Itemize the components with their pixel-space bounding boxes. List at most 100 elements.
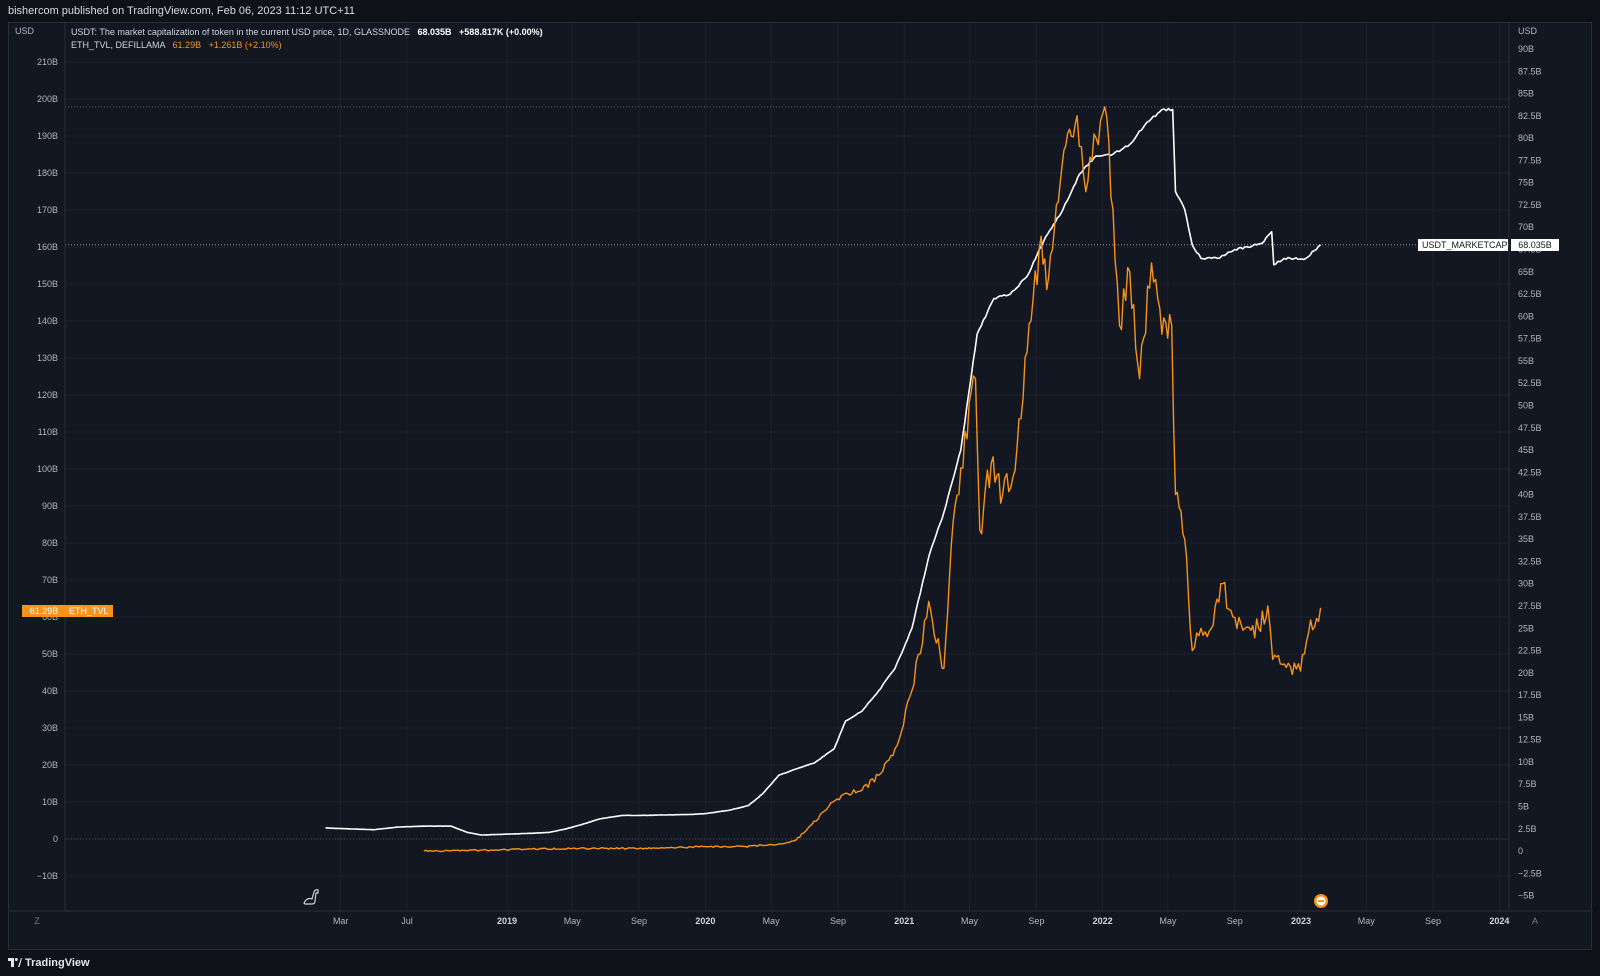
left-tick-label: 160B [37, 242, 58, 252]
left-tick-label: 200B [37, 94, 58, 104]
right-tick-label: 32.5B [1518, 556, 1542, 566]
right-tick-label: 10B [1518, 757, 1534, 767]
right-tick-label: −2.5B [1518, 868, 1542, 878]
eth-name-text: ETH_TVL [69, 606, 109, 616]
time-tick-label: Sep [631, 916, 647, 926]
chart-frame[interactable]: 210B 200B 190B 180B 170B 160B 150B 140B 130B 120B… [8, 22, 1593, 951]
right-tick-label: 57.5B [1518, 334, 1542, 344]
footer: TradingView [0, 950, 1600, 976]
right-tick-label: 45B [1518, 445, 1534, 455]
time-tick-label: 2019 [497, 916, 517, 926]
eth-legend[interactable]: ETH_TVL, DEFILLAMA 61.29B +1.261B (+2.10… [71, 40, 282, 50]
left-tick-label: 100B [37, 464, 58, 474]
left-tick-label: 0 [53, 834, 58, 844]
right-tick-label: 7.5B [1518, 779, 1537, 789]
eth-price-label: 61.29B ETH_TVL [22, 605, 113, 617]
left-tick-label: 90B [42, 501, 58, 511]
right-tick-label: 40B [1518, 490, 1534, 500]
time-tick-label: Sep [1425, 916, 1441, 926]
published-header: bishercom published on TradingView.com, … [0, 0, 1600, 22]
left-unit-label: USD [15, 26, 35, 36]
left-tick-label: 70B [42, 575, 58, 585]
right-tick-label: 2.5B [1518, 824, 1537, 834]
usdt-name-box [1418, 239, 1508, 251]
usdt-legend[interactable]: USDT: The market capitalization of token… [71, 27, 543, 37]
left-tick-label: 30B [42, 723, 58, 733]
left-tick-label: 190B [37, 131, 58, 141]
time-tick-label: May [763, 916, 781, 926]
left-tick-label: 150B [37, 279, 58, 289]
right-tick-label: 52.5B [1518, 378, 1542, 388]
left-tick-label: 10B [42, 797, 58, 807]
left-price-axis: 210B 200B 190B 180B 170B 160B 150B 140B 130B 120B… [37, 57, 58, 881]
right-tick-label: 55B [1518, 356, 1534, 366]
left-tick-label: 120B [37, 390, 58, 400]
right-tick-label: 35B [1518, 534, 1534, 544]
eth-legend-value: 61.29B [173, 40, 202, 50]
eth-legend-change: +1.261B (+2.10%) [209, 40, 282, 50]
left-tick-label: 180B [37, 168, 58, 178]
auto-scale-a-button[interactable]: A [1532, 916, 1538, 926]
usdt-name-text: USDT_MARKETCAP [1422, 240, 1508, 250]
left-tick-label: 40B [42, 686, 58, 696]
right-tick-label: 60B [1518, 311, 1534, 321]
right-tick-label: 80B [1518, 133, 1534, 143]
right-tick-label: 70B [1518, 222, 1534, 232]
usdt-marketcap-series-line[interactable] [325, 107, 1322, 836]
right-tick-label: −5B [1518, 891, 1534, 901]
usdt-price-box [1511, 239, 1559, 251]
right-tick-label: 15B [1518, 712, 1534, 722]
eth-legend-desc: ETH_TVL, DEFILLAMA [71, 40, 166, 50]
right-price-axis: 90B87.5B85B82.5B80B77.5B75B72.5B70B67.5B… [1518, 44, 1542, 901]
time-tick-label: May [1159, 916, 1177, 926]
left-tick-label: 20B [42, 760, 58, 770]
right-tick-label: 42.5B [1518, 467, 1542, 477]
right-unit-label: USD [1518, 26, 1538, 36]
left-tick-label: 130B [37, 353, 58, 363]
left-tick-label: 210B [37, 57, 58, 67]
eth-price-value: 61.29B [30, 606, 59, 616]
usdt-legend-value: 68.035B [418, 27, 453, 37]
left-tick-label: 140B [37, 316, 58, 326]
right-tick-label: 37.5B [1518, 512, 1542, 522]
chart-svg[interactable]: 210B 200B 190B 180B 170B 160B 150B 140B 130B 120B… [9, 23, 1593, 951]
right-tick-label: 20B [1518, 668, 1534, 678]
usdt-legend-desc: USDT: The market capitalization of token… [71, 27, 410, 37]
left-tick-label: 50B [42, 649, 58, 659]
dino-icon[interactable] [303, 889, 319, 905]
left-tick-label: 110B [38, 427, 58, 437]
time-axis: Mar Jul 2019 May Sep 2020 May Sep 2021 May Sep 2022… [333, 916, 1509, 926]
right-tick-label: 82.5B [1518, 111, 1542, 121]
usdt-price-label: USDT_MARKETCAP 68.035B [1418, 239, 1559, 251]
right-tick-label: 12.5B [1518, 735, 1542, 745]
right-tick-label: 30B [1518, 579, 1534, 589]
eth-price-box [22, 605, 66, 617]
earnings-icon[interactable] [1314, 894, 1328, 908]
eth-tvl-series-line[interactable] [423, 106, 1322, 853]
right-tick-label: 5B [1518, 802, 1529, 812]
right-tick-label: 77.5B [1518, 155, 1542, 165]
right-tick-label: 22.5B [1518, 646, 1542, 656]
eth-name-box [66, 605, 113, 617]
left-tick-label: 170B [37, 205, 58, 215]
time-tick-label: 2021 [894, 916, 914, 926]
time-tick-label: May [1358, 916, 1376, 926]
series-layer [325, 106, 1322, 853]
tradingview-logo-icon[interactable] [8, 958, 22, 967]
right-tick-label: 17.5B [1518, 690, 1542, 700]
time-tick-label: 2024 [1489, 916, 1509, 926]
grid-layer [65, 23, 1509, 911]
time-tick-label: 2022 [1093, 916, 1113, 926]
left-tick-label: −10B [37, 871, 58, 881]
right-tick-label: 47.5B [1518, 423, 1542, 433]
time-tick-label: Mar [333, 916, 349, 926]
right-tick-label: 0 [1518, 846, 1523, 856]
right-tick-label: 75B [1518, 178, 1534, 188]
auto-scale-z-button[interactable]: Z [34, 916, 40, 926]
usdt-legend-change: +588.817K (+0.00%) [459, 27, 543, 37]
right-tick-label: 25B [1518, 623, 1534, 633]
time-tick-label: 2020 [695, 916, 715, 926]
tradingview-logo-text[interactable]: TradingView [25, 957, 90, 969]
left-tick-label: 80B [42, 538, 58, 548]
right-tick-label: 62.5B [1518, 289, 1542, 299]
